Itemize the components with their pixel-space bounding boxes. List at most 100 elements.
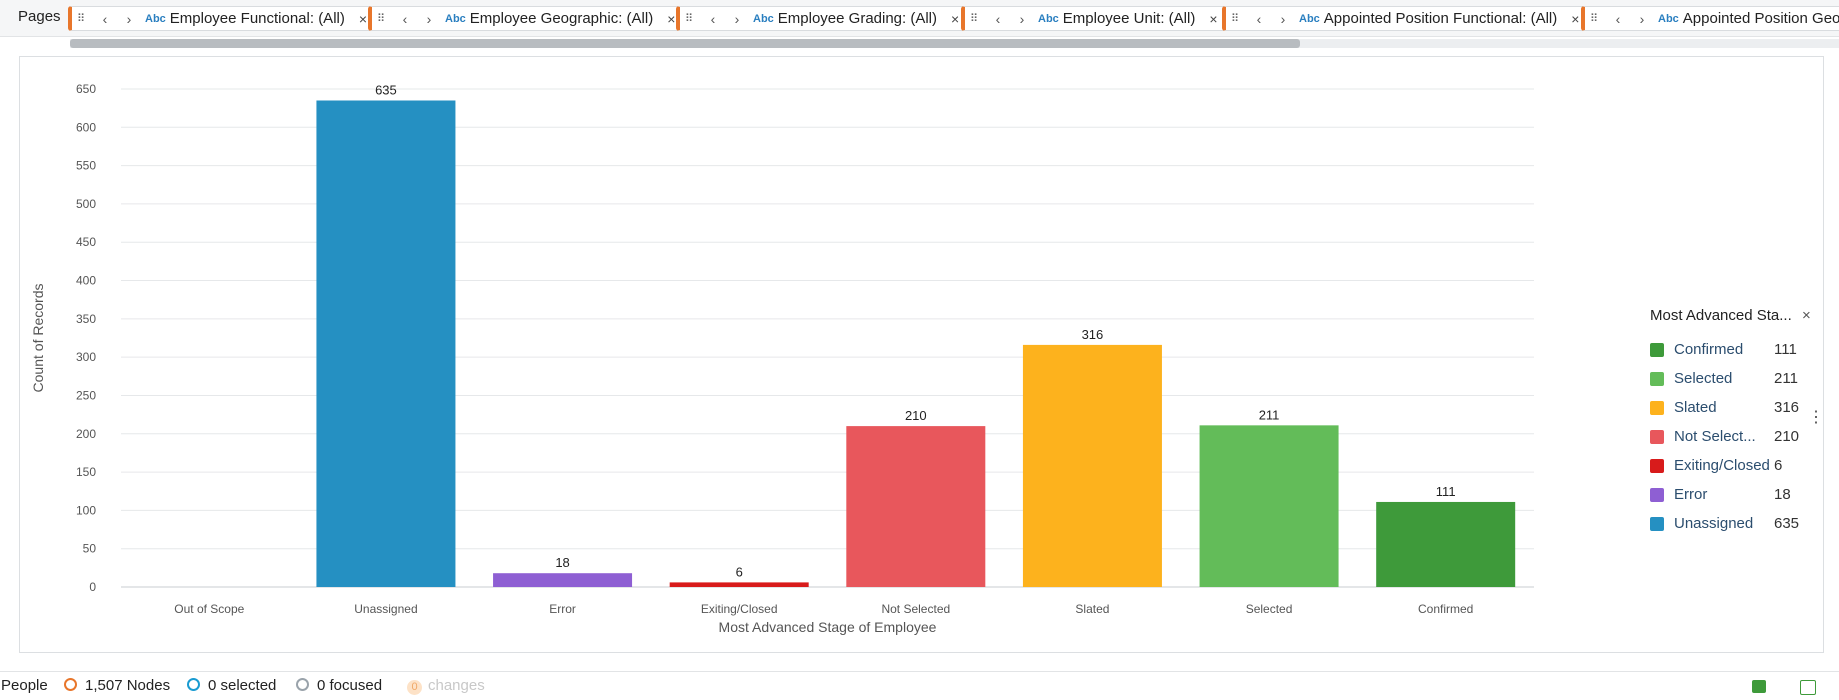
close-icon[interactable]: × <box>1571 10 1580 27</box>
y-tick-label: 200 <box>76 427 96 441</box>
legend-item-value: 18 <box>1774 486 1791 503</box>
close-icon[interactable]: × <box>358 10 368 27</box>
nodes-icon <box>64 678 77 691</box>
drag-handle-icon[interactable]: ⠿ <box>377 13 385 25</box>
filter-label: Employee Functional: (All) <box>169 10 345 27</box>
close-icon[interactable]: × <box>1802 307 1811 324</box>
legend-swatch <box>1650 343 1664 357</box>
nodes-count[interactable]: 1,507 Nodes <box>64 677 170 694</box>
selected-count-label: 0 selected <box>208 677 277 694</box>
close-icon[interactable]: × <box>667 10 676 27</box>
chevron-left-icon[interactable]: ‹ <box>710 10 716 27</box>
status-bar: People 1,507 Nodes 0 selected 0 focused … <box>0 671 1839 700</box>
legend-item[interactable]: Not Select... 210 <box>1650 426 1820 448</box>
legend-item-value: 6 <box>1774 457 1783 474</box>
close-icon[interactable]: × <box>1209 10 1218 27</box>
copy-icon[interactable] <box>1800 680 1816 695</box>
drag-handle-icon[interactable]: ⠿ <box>685 13 693 25</box>
filter-pill-employee-functional[interactable]: ⠿ ‹ › Abc Employee Functional: (All) × <box>68 6 379 31</box>
legend-item[interactable]: Selected 211 <box>1650 368 1820 390</box>
bar-slated <box>1022 344 1162 587</box>
close-icon[interactable]: × <box>951 10 960 27</box>
drag-handle-icon[interactable]: ⠿ <box>1231 13 1239 25</box>
x-tick-label: Confirmed <box>1418 602 1473 616</box>
chevron-right-icon[interactable]: › <box>426 10 432 27</box>
legend-item-value: 210 <box>1774 428 1800 445</box>
changes-indicator[interactable]: 0 changes <box>407 677 485 695</box>
y-axis-ticks: 0 50 100 150 200 250 300 350 400 450 500 550 600 650 <box>76 82 96 594</box>
text-type-icon: Abc <box>145 12 166 25</box>
y-tick-label: 400 <box>76 274 96 288</box>
changes-badge: 0 <box>407 680 422 695</box>
text-type-icon: Abc <box>1658 12 1679 25</box>
bar-not-selected <box>846 426 986 587</box>
y-tick-label: 650 <box>76 82 96 96</box>
bar-exiting-closed <box>669 582 809 587</box>
bar-error <box>493 573 633 587</box>
filter-pill-appointed-position-geographic[interactable]: ⠿ ‹ › Abc Appointed Position Geog <box>1581 6 1839 31</box>
chevron-right-icon[interactable]: › <box>1019 10 1025 27</box>
legend-item[interactable]: Exiting/Closed 6 <box>1650 455 1820 477</box>
bars <box>316 100 1516 587</box>
selected-count[interactable]: 0 selected <box>187 677 276 694</box>
chevron-right-icon[interactable]: › <box>126 10 132 27</box>
chevron-left-icon[interactable]: ‹ <box>102 10 108 27</box>
filter-pill-employee-unit[interactable]: ⠿ ‹ › Abc Employee Unit: (All) × <box>961 6 1229 31</box>
filter-pill-employee-grading[interactable]: ⠿ ‹ › Abc Employee Grading: (All) × <box>676 6 971 31</box>
graph-name: People <box>1 677 48 694</box>
filter-bar: Pages ⠿ ‹ › Abc Employee Functional: (Al… <box>0 0 1839 37</box>
nodes-count-label: 1,507 Nodes <box>85 677 171 694</box>
y-tick-label: 250 <box>76 388 96 402</box>
legend-item-value: 316 <box>1774 399 1800 416</box>
chevron-right-icon[interactable]: › <box>1280 10 1286 27</box>
legend-swatch <box>1650 459 1664 473</box>
focused-count[interactable]: 0 focused <box>296 677 382 694</box>
drag-handle-icon[interactable]: ⠿ <box>77 13 85 25</box>
legend-item[interactable]: Error 18 <box>1650 484 1820 506</box>
more-options-icon[interactable]: ⋮ <box>1808 409 1824 426</box>
legend-item[interactable]: Unassigned 635 <box>1650 513 1820 535</box>
text-type-icon: Abc <box>445 12 466 25</box>
chevron-left-icon[interactable]: ‹ <box>1615 10 1621 27</box>
x-tick-label: Slated <box>1075 602 1109 616</box>
chevron-left-icon[interactable]: ‹ <box>1256 10 1262 27</box>
legend-item[interactable]: Slated 316 <box>1650 397 1820 419</box>
data-label: 18 <box>555 555 569 570</box>
legend-item[interactable]: Confirmed 111 <box>1650 339 1820 361</box>
x-tick-label: Not Selected <box>881 602 950 616</box>
bar-selected <box>1199 425 1339 587</box>
x-axis-ticks: Out of Scope Unassigned Error Exiting/Close… <box>174 602 1473 616</box>
bar-chart: 050100150200250300350400450500550600650 … <box>30 82 1534 635</box>
drag-handle-icon[interactable]: ⠿ <box>1590 13 1598 25</box>
chart-panel: 0 50 100 150 200 250 300 350 400 450 500 550 600 650 … <box>19 56 1824 653</box>
selected-icon <box>187 678 200 691</box>
legend-swatch <box>1650 488 1664 502</box>
chevron-left-icon[interactable]: ‹ <box>402 10 408 27</box>
horizontal-scrollbar-thumb[interactable] <box>70 39 1300 48</box>
legend-swatch <box>1650 430 1664 444</box>
legend-item-label: Confirmed <box>1674 341 1744 358</box>
legend-item-label: Slated <box>1674 399 1717 416</box>
y-tick-label: 0 <box>89 580 96 594</box>
chevron-right-icon[interactable]: › <box>734 10 740 27</box>
y-tick-label: 450 <box>76 235 96 249</box>
add-node-icon[interactable] <box>1752 680 1766 693</box>
legend-item-value: 111 <box>1774 341 1797 358</box>
filter-pill-employee-geographic[interactable]: ⠿ ‹ › Abc Employee Geographic: (All) × <box>368 6 687 31</box>
x-tick-label: Unassigned <box>354 602 417 616</box>
filter-label: Employee Geographic: (All) <box>469 10 654 27</box>
drag-handle-icon[interactable]: ⠿ <box>970 13 978 25</box>
y-tick-label: 300 <box>76 350 96 364</box>
filter-label: Employee Grading: (All) <box>777 10 938 27</box>
changes-label: changes <box>428 677 485 694</box>
x-tick-label: Exiting/Closed <box>701 602 778 616</box>
filter-pill-appointed-position-functional[interactable]: ⠿ ‹ › Abc Appointed Position Functional:… <box>1222 6 1591 31</box>
data-label: 635 <box>375 82 397 97</box>
chevron-left-icon[interactable]: ‹ <box>995 10 1001 27</box>
chevron-right-icon[interactable]: › <box>1639 10 1645 27</box>
y-tick-label: 150 <box>76 465 96 479</box>
x-tick-label: Out of Scope <box>174 602 244 616</box>
data-label: 316 <box>1082 327 1104 342</box>
y-tick-label: 500 <box>76 197 96 211</box>
x-axis-label: Most Advanced Stage of Employee <box>719 619 937 635</box>
